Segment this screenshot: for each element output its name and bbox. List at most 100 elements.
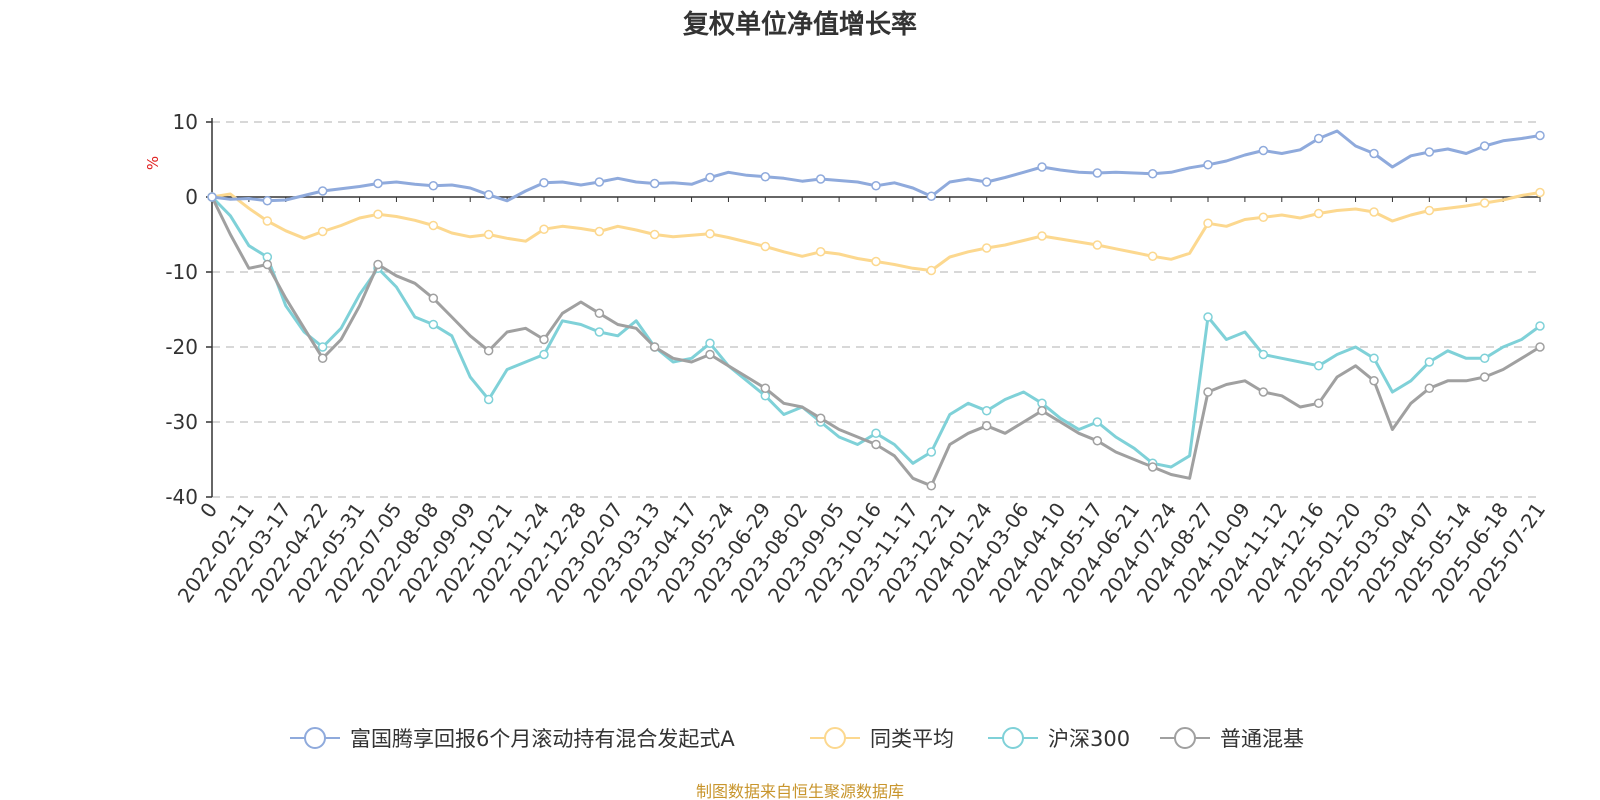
series-point-3 [926,481,937,491]
series-point-2 [981,406,992,416]
series-point-0 [539,178,549,188]
series-point-1 [1535,187,1545,198]
series-point-3 [1479,372,1490,382]
series-point-2 [428,319,439,330]
grid [212,121,1540,498]
series-point-3 [760,383,771,393]
series-point-1 [1203,218,1213,228]
series-point-1 [760,241,771,252]
series-point-1 [981,243,992,253]
legend: 富国腾享回报6个月滚动持有混合发起式A 同类平均 沪深300 普通混基 [290,727,1304,751]
series-point-1 [1313,208,1324,219]
series-point-2 [1535,321,1545,331]
series-point-2 [871,428,881,438]
series-lines [207,129,1545,491]
series-point-1 [483,229,494,240]
y-tick-label: -10 [165,260,198,284]
axes: 100-10-20-30-4002022-02-112022-03-172022… [165,110,1550,607]
series-point-2 [1369,353,1379,363]
series-point-3 [1258,387,1269,397]
series-point-3 [649,342,660,352]
series-point-2 [1424,357,1435,367]
series-point-1 [926,265,937,276]
series-point-0 [1479,141,1490,151]
series-point-3 [483,346,494,356]
series-point-2 [594,327,605,337]
series-point-1 [428,220,439,231]
series-point-1 [1369,207,1379,217]
series-point-1 [262,216,273,226]
series-point-0 [483,190,494,200]
series-point-1 [1147,251,1158,261]
y-tick-label: 10 [173,110,198,134]
series-point-2 [926,447,937,457]
series-point-0 [1203,160,1213,170]
series-point-2 [1203,312,1213,322]
series-point-1 [1037,231,1047,241]
series-point-0 [981,177,992,187]
series-point-3 [262,259,273,270]
series-point-0 [760,172,771,182]
series-point-2 [539,349,549,360]
series-point-3 [1369,376,1379,386]
y-tick-label: 0 [185,185,198,209]
series-point-1 [539,224,549,234]
series-point-3 [1203,387,1213,397]
series-point-0 [926,191,937,201]
series-point-0 [1424,147,1435,157]
series-line-2 [210,195,1541,469]
legend-swatch-marker [304,727,326,749]
series-point-3 [1037,406,1047,416]
series-point-3 [1092,436,1103,446]
series-point-1 [1424,205,1435,216]
y-tick-label: -40 [165,485,198,509]
series-point-1 [373,209,383,219]
series-point-3 [871,439,881,450]
series-point-2 [1479,353,1490,363]
source-note: 制图数据来自恒生聚源数据库 [696,782,904,800]
legend-item[interactable]: 富国腾享回报6个月滚动持有混合发起式A [290,727,735,751]
series-point-1 [1092,240,1103,250]
chart-title: 复权单位净值增长率 [683,9,917,40]
series-point-0 [262,196,273,206]
legend-swatch-marker [1174,727,1196,749]
series-point-3 [981,421,992,431]
series-point-0 [649,178,660,189]
series-point-1 [649,229,660,240]
legend-label: 同类平均 [870,727,954,751]
series-point-2 [1092,417,1103,427]
series-point-0 [1147,169,1158,179]
legend-item[interactable]: 普通混基 [1160,727,1304,751]
series-point-0 [594,177,605,187]
series-point-3 [539,334,549,345]
series-point-0 [871,181,881,191]
legend-swatch-marker [1002,727,1024,749]
legend-item[interactable]: 同类平均 [810,727,954,751]
series-point-0 [1258,145,1269,156]
series-point-3 [428,293,439,303]
series-point-0 [373,178,383,189]
series-point-1 [871,256,881,267]
series-point-3 [705,349,715,360]
series-point-1 [317,226,328,237]
legend-label: 普通混基 [1220,727,1304,751]
series-point-3 [1535,342,1545,352]
legend-label: 富国腾享回报6个月滚动持有混合发起式A [350,727,735,751]
series-point-1 [815,247,826,257]
series-point-0 [428,181,439,191]
series-point-3 [1424,383,1435,393]
legend-swatch-marker [824,727,846,749]
series-point-3 [373,259,383,270]
series-point-2 [317,342,328,352]
series-point-3 [594,308,605,318]
y-tick-label: -30 [165,410,198,434]
series-point-0 [815,174,826,184]
series-point-0 [1535,130,1545,141]
series-point-1 [1258,212,1269,222]
series-point-2 [705,338,715,348]
legend-item[interactable]: 沪深300 [988,727,1130,751]
x-tick-label: 0 [195,498,222,522]
series-point-3 [1147,462,1158,472]
series-point-0 [1369,148,1379,159]
